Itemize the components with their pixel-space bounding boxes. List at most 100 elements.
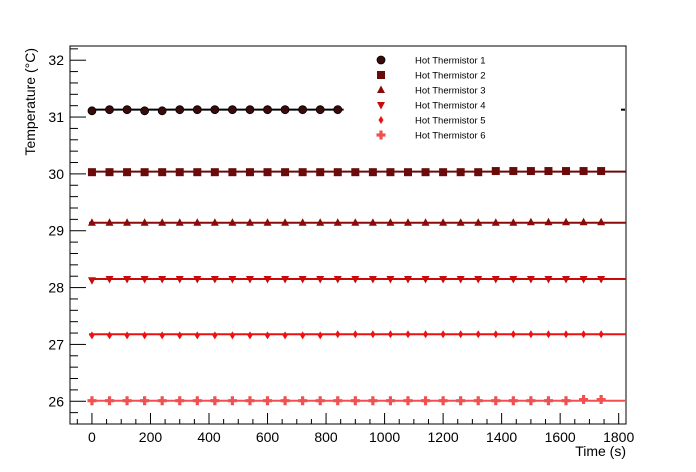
data-point	[229, 331, 235, 340]
data-point	[545, 330, 551, 339]
data-point	[581, 330, 587, 339]
data-point	[123, 218, 132, 226]
data-point	[456, 168, 465, 177]
data-point	[158, 276, 167, 284]
legend-label: Hot Thermistor 5	[415, 116, 486, 127]
data-point	[245, 168, 254, 177]
legend-label: Hot Thermistor 6	[415, 131, 486, 142]
data-point	[228, 168, 237, 177]
data-point	[124, 331, 130, 340]
fit-lines	[89, 108, 626, 402]
data-point	[474, 276, 483, 284]
data-point	[438, 396, 448, 406]
data-point	[281, 218, 290, 226]
data-point	[475, 330, 481, 339]
data-point	[228, 276, 237, 284]
legend-item: Hot Thermistor 3	[377, 85, 486, 97]
minor-ticks	[70, 48, 605, 425]
data-point	[300, 331, 306, 340]
data-point	[561, 396, 571, 406]
data-point	[316, 276, 325, 284]
legend-marker	[377, 102, 385, 110]
data-point	[491, 218, 500, 226]
data-point	[598, 330, 604, 339]
data-point	[456, 218, 465, 226]
data-point	[87, 106, 97, 116]
legend-marker	[378, 116, 384, 124]
data-point	[562, 276, 571, 284]
data-point	[122, 105, 132, 115]
data-point	[526, 396, 536, 406]
data-point	[175, 396, 185, 406]
data-point	[210, 105, 220, 115]
data-point	[458, 330, 464, 339]
data-point	[298, 168, 307, 177]
data-point	[280, 105, 290, 115]
data-point	[579, 167, 588, 176]
data-point	[227, 396, 237, 406]
data-point	[333, 168, 342, 177]
data-point	[526, 217, 535, 226]
data-point	[263, 168, 272, 177]
data-point	[105, 396, 115, 406]
legend-marker	[376, 55, 386, 65]
data-point	[368, 276, 377, 284]
data-point	[368, 168, 377, 177]
data-point	[263, 105, 272, 115]
data-point	[87, 218, 96, 226]
data-point	[403, 396, 413, 406]
data-point	[403, 276, 412, 284]
data-point	[175, 105, 185, 115]
data-point	[544, 167, 553, 176]
data-point	[526, 167, 535, 176]
data-point	[210, 218, 219, 226]
data-point	[265, 331, 271, 340]
data-point	[510, 330, 516, 339]
data-point	[158, 168, 167, 177]
data-point	[474, 168, 483, 177]
series-1-points	[87, 105, 343, 116]
data-point	[175, 276, 184, 284]
data-point	[456, 396, 466, 406]
data-point	[123, 168, 132, 177]
data-point	[105, 218, 114, 226]
data-point	[333, 218, 342, 226]
data-point	[579, 217, 588, 226]
data-point	[282, 331, 288, 340]
legend-label: Hot Thermistor 2	[415, 71, 486, 82]
data-point	[350, 396, 360, 406]
data-point	[491, 396, 501, 406]
data-point	[333, 276, 342, 284]
y-tick-labels: 26 27 28 29 30 31 32	[48, 52, 64, 409]
data-point	[263, 396, 273, 406]
data-point	[193, 168, 202, 177]
data-point	[142, 331, 148, 340]
data-point	[508, 396, 518, 406]
x-tick-label: 1400	[486, 429, 517, 445]
data-point	[228, 218, 237, 226]
data-point	[105, 168, 114, 177]
data-point	[157, 396, 167, 406]
data-point	[386, 218, 395, 226]
series-3-points	[87, 217, 606, 226]
series-5-points	[89, 330, 604, 340]
data-point	[193, 276, 202, 284]
data-point	[193, 218, 202, 226]
data-point	[159, 331, 165, 340]
data-point	[579, 276, 588, 284]
data-point	[544, 276, 553, 284]
data-point	[175, 218, 184, 226]
data-point	[245, 276, 254, 284]
data-point	[192, 105, 202, 115]
data-point	[421, 218, 430, 226]
data-point	[298, 105, 308, 115]
data-point	[473, 396, 483, 406]
data-point	[579, 395, 589, 405]
data-point	[247, 331, 253, 340]
y-tick-label: 26	[48, 393, 64, 409]
y-tick-label: 29	[48, 223, 64, 239]
data-point	[491, 276, 500, 284]
data-point	[175, 168, 184, 177]
data-point	[87, 277, 96, 285]
data-point	[335, 330, 341, 339]
